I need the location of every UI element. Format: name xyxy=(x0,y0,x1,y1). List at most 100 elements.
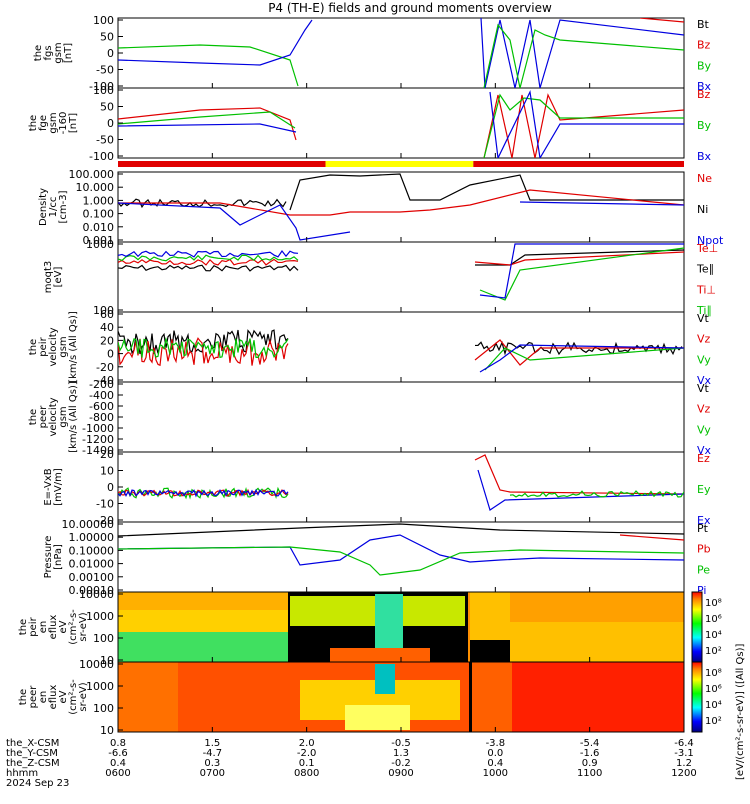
y-tick-label: 10 xyxy=(100,465,114,478)
series-line xyxy=(118,254,299,262)
y-axis-label: [nPa] xyxy=(53,544,64,570)
x-tick-label: 0900 xyxy=(388,768,413,779)
y-tick-label: 0.01000 xyxy=(69,558,115,571)
y-tick-label: -400 xyxy=(89,389,114,402)
y-tick-label: 0 xyxy=(107,47,114,60)
series-line xyxy=(489,89,684,158)
y-tick-label: 0.00010 xyxy=(69,584,115,597)
y-axis-label: peir xyxy=(28,616,39,636)
y-tick-label: 0.100 xyxy=(83,208,115,221)
y-tick-label: 100 xyxy=(93,632,114,645)
y-axis-label: eflux xyxy=(48,615,59,640)
y-axis-label: [nT] xyxy=(68,113,79,133)
y-axis-label: the xyxy=(28,409,39,425)
y-tick-label: 50 xyxy=(100,31,114,44)
series-line xyxy=(483,23,684,88)
y-tick-label: 50 xyxy=(100,101,114,114)
series-line xyxy=(619,534,684,541)
y-axis-label: the xyxy=(18,689,29,705)
y-axis-label: [cm-3] xyxy=(58,190,69,223)
series-line xyxy=(475,249,684,266)
x-tick-label: -4.7 xyxy=(203,748,223,759)
series-line xyxy=(118,107,297,141)
legend-entry: Bx xyxy=(697,150,712,163)
series-line xyxy=(477,469,684,511)
y-tick-label: -100 xyxy=(89,150,114,163)
y-tick-label: 10000 xyxy=(79,658,114,671)
legend-entry: Pe xyxy=(697,563,710,576)
y-axis-label: the xyxy=(18,619,29,635)
series-line xyxy=(118,44,299,87)
y-tick-label: 1000 xyxy=(86,238,114,251)
y-tick-label: 20 xyxy=(100,448,114,461)
legend-entry: Vy xyxy=(697,353,711,366)
x-tick-label: 2.0 xyxy=(299,738,315,749)
y-axis-label: sr-eV) xyxy=(78,682,89,711)
colorbars xyxy=(691,591,703,733)
y-tick-label: 0.001 xyxy=(83,234,115,247)
legend-entry: Ey xyxy=(697,483,711,496)
y-tick-label: -1200 xyxy=(82,433,114,446)
y-axis-label: -160 xyxy=(58,112,69,135)
series-line xyxy=(474,454,684,495)
legend-entry: Vz xyxy=(697,333,711,346)
series-line xyxy=(118,250,299,258)
y-axis-label: 1/cc xyxy=(48,197,59,218)
series-line xyxy=(118,202,351,241)
series-line xyxy=(118,123,297,133)
series-line xyxy=(118,337,289,367)
y-tick-label: 100 xyxy=(93,702,114,715)
y-axis-label: velocity xyxy=(48,397,59,436)
y-axis-label: [km/s (All Qs)] xyxy=(68,311,79,383)
series-line xyxy=(118,336,289,359)
y-tick-label: 10000 xyxy=(79,588,114,601)
colorbar-tick-label: 10⁶ xyxy=(705,614,722,625)
series-line xyxy=(289,173,684,211)
y-axis-label: [nT] xyxy=(63,43,74,63)
x-tick-label: 0.1 xyxy=(299,758,315,769)
series-line xyxy=(118,189,684,216)
legend-entry: Ti⊥ xyxy=(696,283,716,296)
y-axis-label: eV xyxy=(58,690,69,703)
mode-bar-segment xyxy=(473,161,684,167)
y-axis-label: peer xyxy=(38,405,49,429)
y-tick-label: 0 xyxy=(107,117,114,130)
y-tick-label: 0 xyxy=(107,481,114,494)
series-line xyxy=(639,18,684,23)
legend-entry: By xyxy=(697,59,712,72)
legend-entry: Ni xyxy=(697,203,708,216)
y-axis-label: gsm xyxy=(58,406,69,427)
legend-entry: Bt xyxy=(697,18,710,31)
legend-entry: Pi xyxy=(697,584,706,597)
x-tick-label: -0.2 xyxy=(391,758,411,769)
y-tick-label: 0.010 xyxy=(83,221,115,234)
figure-title: P4 (TH-E) fields and ground moments over… xyxy=(268,1,552,15)
legend-entry: Te⊥ xyxy=(696,242,718,255)
y-tick-label: 1.00000 xyxy=(69,531,115,544)
x-tick-label: -3.8 xyxy=(486,738,506,749)
x-tick-label: 0700 xyxy=(200,768,225,779)
y-axis-label: [eV] xyxy=(53,267,64,288)
series-line xyxy=(480,18,684,88)
legend-entry: Vz xyxy=(697,403,711,416)
y-axis-label: [mV/m] xyxy=(53,468,64,506)
x-tick-label: 0800 xyxy=(294,768,319,779)
x-tick-label: 0.4 xyxy=(487,758,503,769)
y-tick-label: -200 xyxy=(89,378,114,391)
colorbar-tick-label: 10⁸ xyxy=(705,668,722,679)
series-line xyxy=(118,546,684,576)
series-line xyxy=(479,243,684,299)
x-tick-label: -5.4 xyxy=(580,738,600,749)
series-line xyxy=(474,339,684,366)
x-tick-label: 0.4 xyxy=(110,758,126,769)
y-axis-label: (cm²-s- xyxy=(68,609,79,645)
series-line xyxy=(519,201,684,206)
ion-spectrogram xyxy=(118,592,684,662)
y-axis-label: the xyxy=(28,115,39,131)
legend-entry: Pt xyxy=(697,522,709,535)
legend-entry: Ne xyxy=(697,172,712,185)
y-tick-label: -50 xyxy=(96,134,114,147)
colorbar-label: [eV/(cm²-s-sr-eV)] ([All Qs)] xyxy=(735,644,746,780)
y-axis-label: velocity xyxy=(48,327,59,366)
